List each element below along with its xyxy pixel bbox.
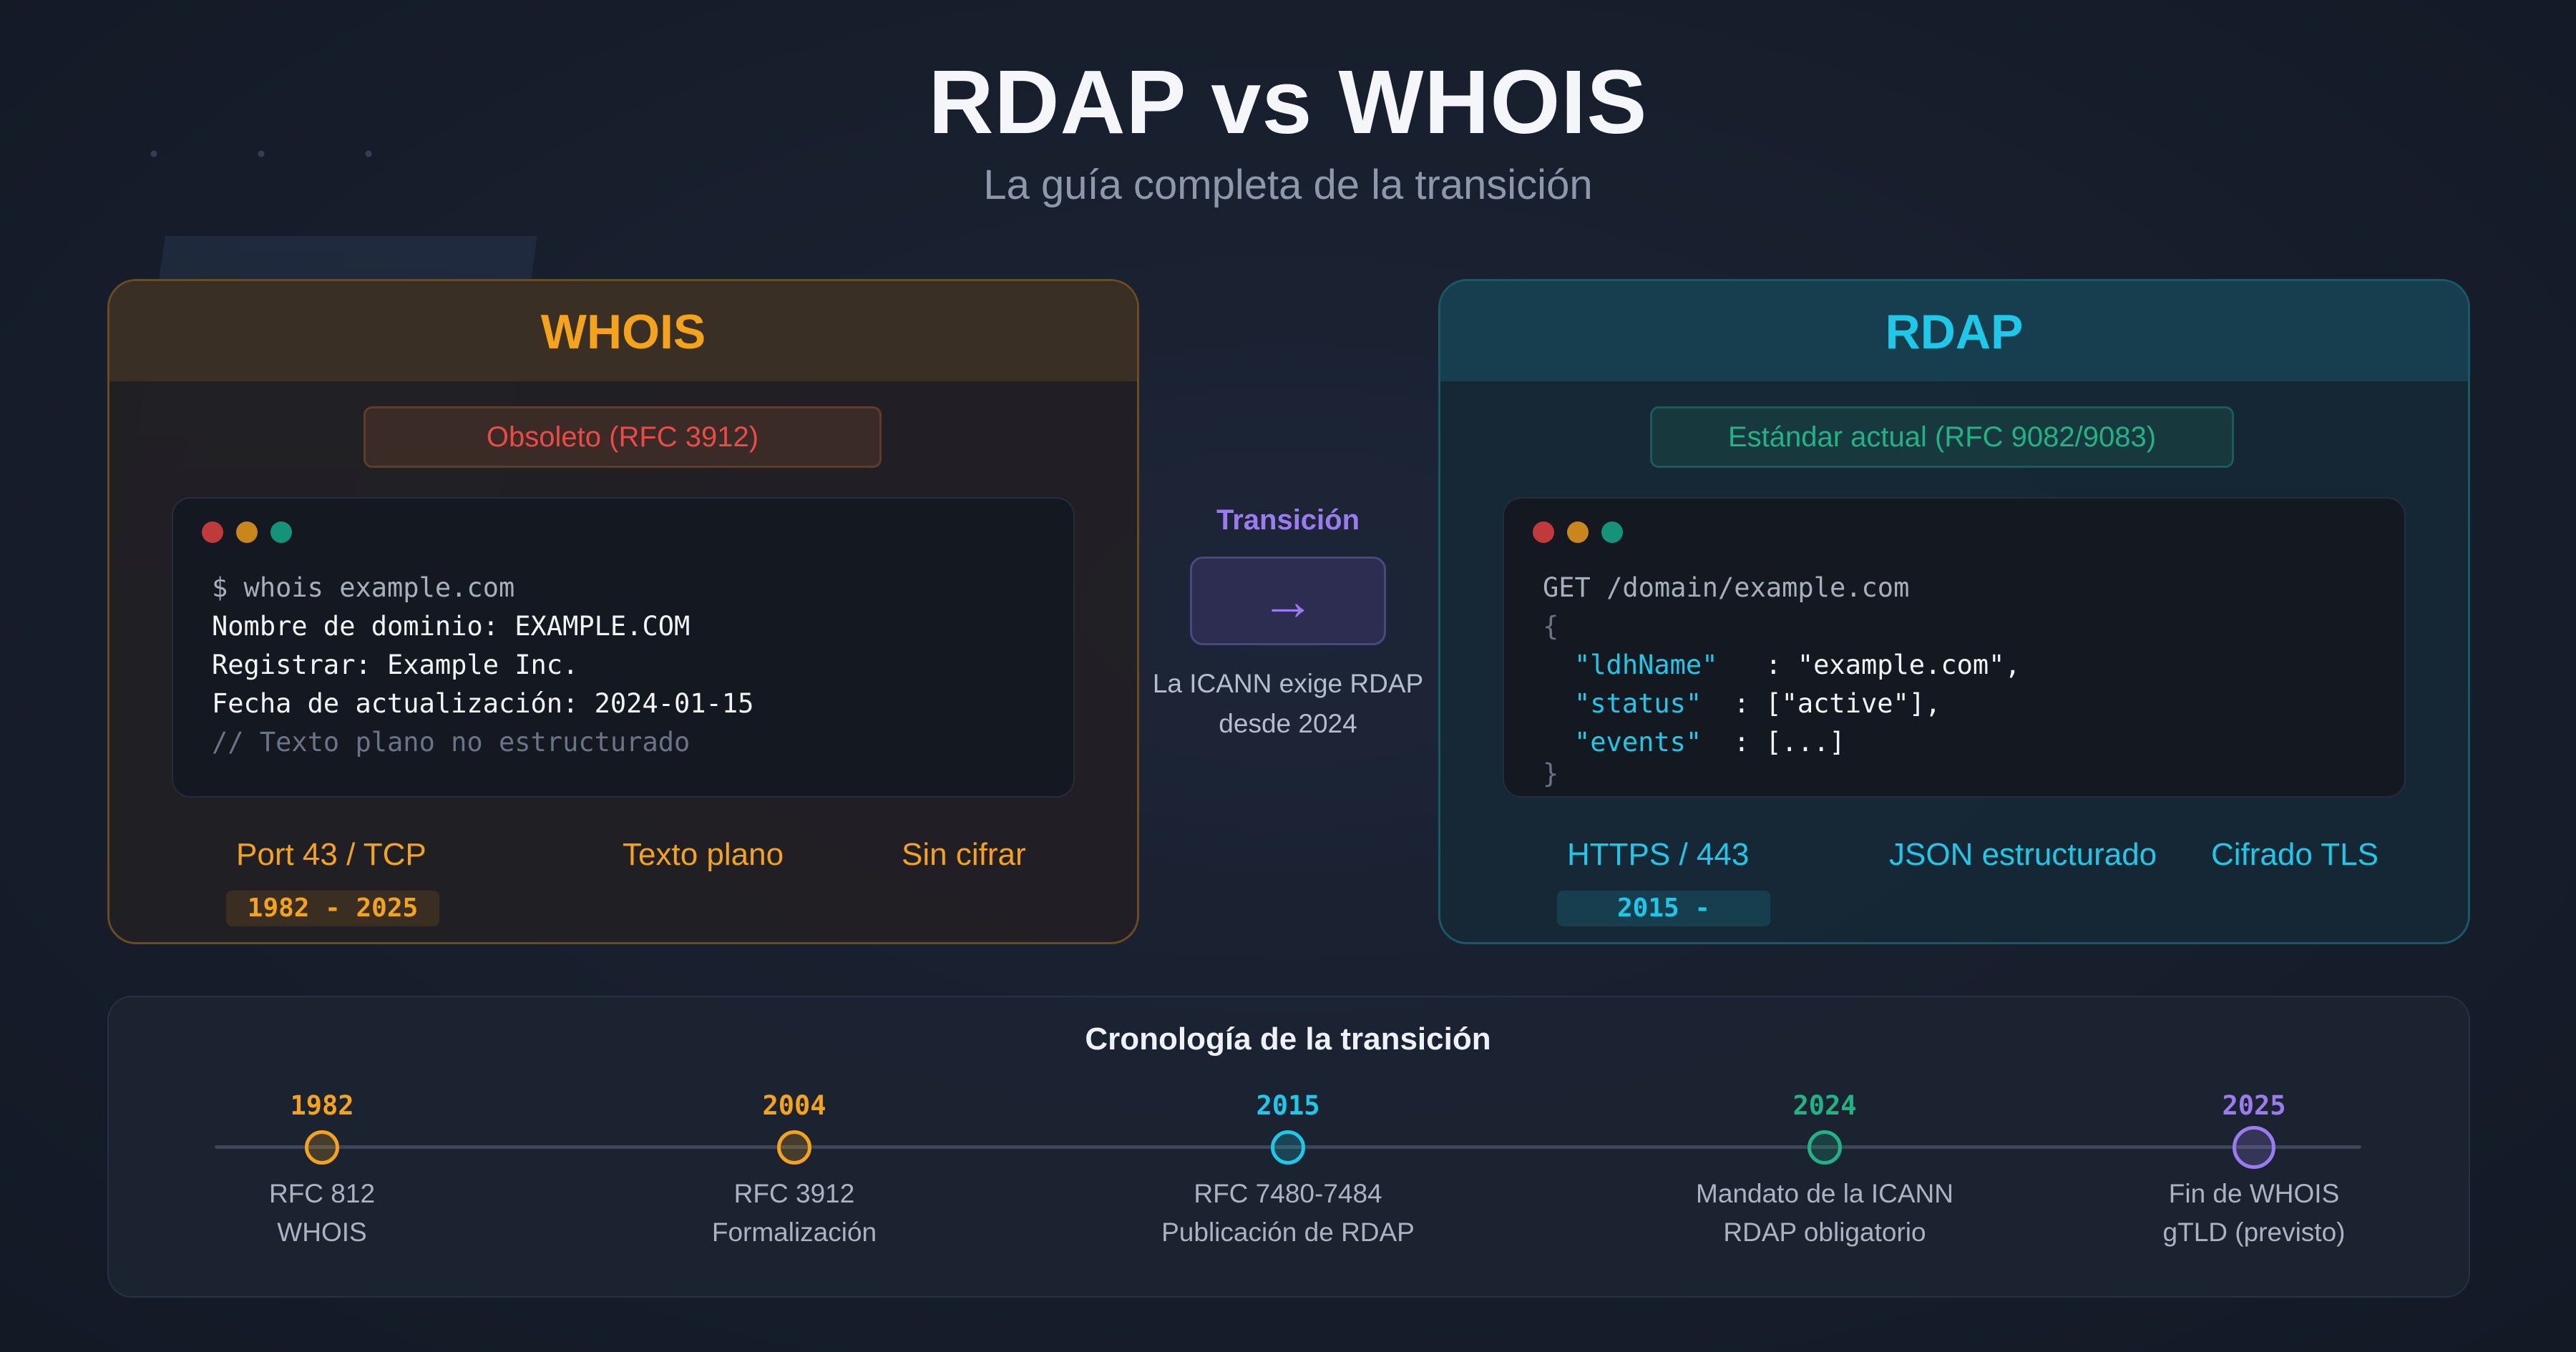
- rdap-panel-header: [1440, 281, 2468, 381]
- timeline-event-title: RFC 3912: [733, 1179, 855, 1208]
- whois-feature-port: Port 43 / TCP: [236, 837, 426, 872]
- page-title: RDAP vs WHOIS: [928, 52, 1648, 152]
- transition-note-line: La ICANN exige RDAP: [1152, 669, 1424, 698]
- timeline-event-text: RFC 812 WHOIS: [122, 1175, 522, 1252]
- terminal-command: $ whois example.com: [212, 572, 515, 603]
- timeline-event-title: RFC 7480-7484: [1194, 1179, 1382, 1208]
- timeline-event-text: Fin de WHOIS gTLD (previsto): [2054, 1175, 2454, 1252]
- timeline-node: [1807, 1130, 1842, 1165]
- timeline-node: [2233, 1126, 2275, 1169]
- json-field: "status" : ["active"],: [1574, 688, 1941, 719]
- timeline-year: 2015: [1256, 1090, 1320, 1121]
- whois-panel-header: [109, 281, 1137, 381]
- json-key: "events": [1574, 727, 1702, 758]
- json-field: "ldhName" : "example.com",: [1574, 650, 2021, 680]
- rdap-terminal: GET /domain/example.com { "ldhName" : "e…: [1503, 497, 2406, 798]
- terminal-comment: // Texto plano no estructurado: [212, 727, 691, 758]
- rdap-feature-port: HTTPS / 443: [1567, 837, 1750, 872]
- timeline-event-text: RFC 7480-7484 Publicación de RDAP: [1088, 1175, 1488, 1252]
- whois-years-badge: 1982 - 2025: [226, 891, 439, 926]
- whois-title: WHOIS: [540, 305, 706, 359]
- terminal-maximize-dot: [1601, 521, 1623, 543]
- rdap-status-badge: Estándar actual (RFC 9082/9083): [1650, 406, 2234, 468]
- timeline-event-subtitle: Formalización: [711, 1218, 877, 1247]
- transition-note: La ICANN exige RDAP desde 2024: [1116, 664, 1460, 744]
- transition-note-line: desde 2024: [1219, 709, 1357, 738]
- json-separator: :: [1702, 727, 1766, 758]
- terminal-brace-close: }: [1543, 758, 1559, 789]
- arrow-right-icon: →: [1261, 571, 1315, 632]
- whois-status-badge: Obsoleto (RFC 3912): [364, 406, 882, 468]
- terminal-line: Nombre de dominio: EXAMPLE.COM: [212, 611, 691, 642]
- terminal-brace-open: {: [1543, 611, 1559, 642]
- timeline-title: Cronología de la transición: [1085, 1022, 1491, 1057]
- timeline-event-text: Mandato de la ICANN RDAP obligatorio: [1624, 1175, 2025, 1252]
- terminal-request: GET /domain/example.com: [1543, 572, 1910, 603]
- rdap-years-badge: 2015 -: [1557, 891, 1770, 926]
- whois-feature-format: Texto plano: [623, 837, 784, 872]
- json-separator: :: [1717, 650, 1797, 680]
- json-key: "ldhName": [1574, 650, 1718, 680]
- timeline-event-subtitle: gTLD (previsto): [2162, 1218, 2346, 1247]
- transition-box: →: [1190, 557, 1386, 645]
- terminal-minimize-dot: [1567, 521, 1589, 543]
- timeline-node: [1271, 1130, 1305, 1165]
- timeline-year: 2004: [762, 1090, 826, 1121]
- rdap-title: RDAP: [1885, 305, 2024, 359]
- terminal-maximize-dot: [270, 521, 292, 543]
- terminal-line: Fecha de actualización: 2024-01-15: [212, 688, 754, 719]
- json-field: "events" : [...]: [1574, 727, 1845, 758]
- terminal-close-dot: [202, 521, 223, 543]
- timeline-event-title: Fin de WHOIS: [2168, 1179, 2340, 1208]
- json-value: ["active"],: [1765, 688, 1941, 719]
- timeline-year: 2025: [2222, 1090, 2286, 1121]
- page-subtitle: La guía completa de la transición: [983, 162, 1593, 208]
- timeline-year: 2024: [1792, 1090, 1857, 1121]
- whois-feature-encryption: Sin cifrar: [902, 837, 1026, 872]
- terminal-line: Registrar: Example Inc.: [212, 650, 579, 680]
- timeline-event-title: Mandato de la ICANN: [1696, 1179, 1953, 1208]
- rdap-feature-encryption: Cifrado TLS: [2211, 837, 2379, 872]
- transition-label: Transición: [1216, 504, 1360, 536]
- background-dots: [100, 100, 472, 229]
- terminal-close-dot: [1533, 521, 1554, 543]
- json-key: "status": [1574, 688, 1702, 719]
- json-value: "example.com",: [1797, 650, 2021, 680]
- timeline-node: [305, 1130, 339, 1165]
- json-value: [...]: [1765, 727, 1845, 758]
- timeline-node: [777, 1130, 811, 1165]
- timeline-event-title: RFC 812: [268, 1179, 376, 1208]
- rdap-feature-format: JSON estructurado: [1889, 837, 2157, 872]
- timeline-event-subtitle: RDAP obligatorio: [1723, 1218, 1926, 1247]
- json-separator: :: [1702, 688, 1766, 719]
- whois-terminal: $ whois example.com Nombre de dominio: E…: [172, 497, 1075, 798]
- timeline-year: 1982: [290, 1090, 354, 1121]
- timeline-event-subtitle: WHOIS: [277, 1218, 367, 1247]
- timeline-event-subtitle: Publicación de RDAP: [1161, 1218, 1415, 1247]
- terminal-minimize-dot: [236, 521, 258, 543]
- timeline-event-text: RFC 3912 Formalización: [594, 1175, 995, 1252]
